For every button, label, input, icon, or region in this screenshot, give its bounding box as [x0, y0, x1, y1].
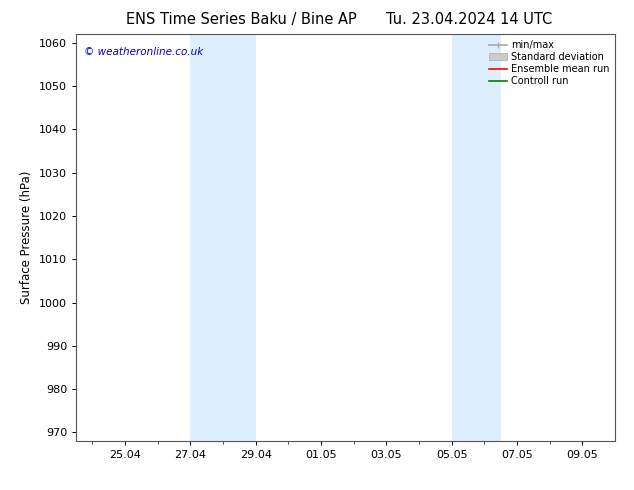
Text: © weatheronline.co.uk: © weatheronline.co.uk [84, 47, 204, 56]
Y-axis label: Surface Pressure (hPa): Surface Pressure (hPa) [20, 171, 34, 304]
Legend: min/max, Standard deviation, Ensemble mean run, Controll run: min/max, Standard deviation, Ensemble me… [486, 37, 612, 89]
Bar [451, 34, 501, 441]
Text: ENS Time Series Baku / Bine AP: ENS Time Series Baku / Bine AP [126, 12, 356, 27]
Bar [190, 34, 256, 441]
Text: Tu. 23.04.2024 14 UTC: Tu. 23.04.2024 14 UTC [386, 12, 552, 27]
